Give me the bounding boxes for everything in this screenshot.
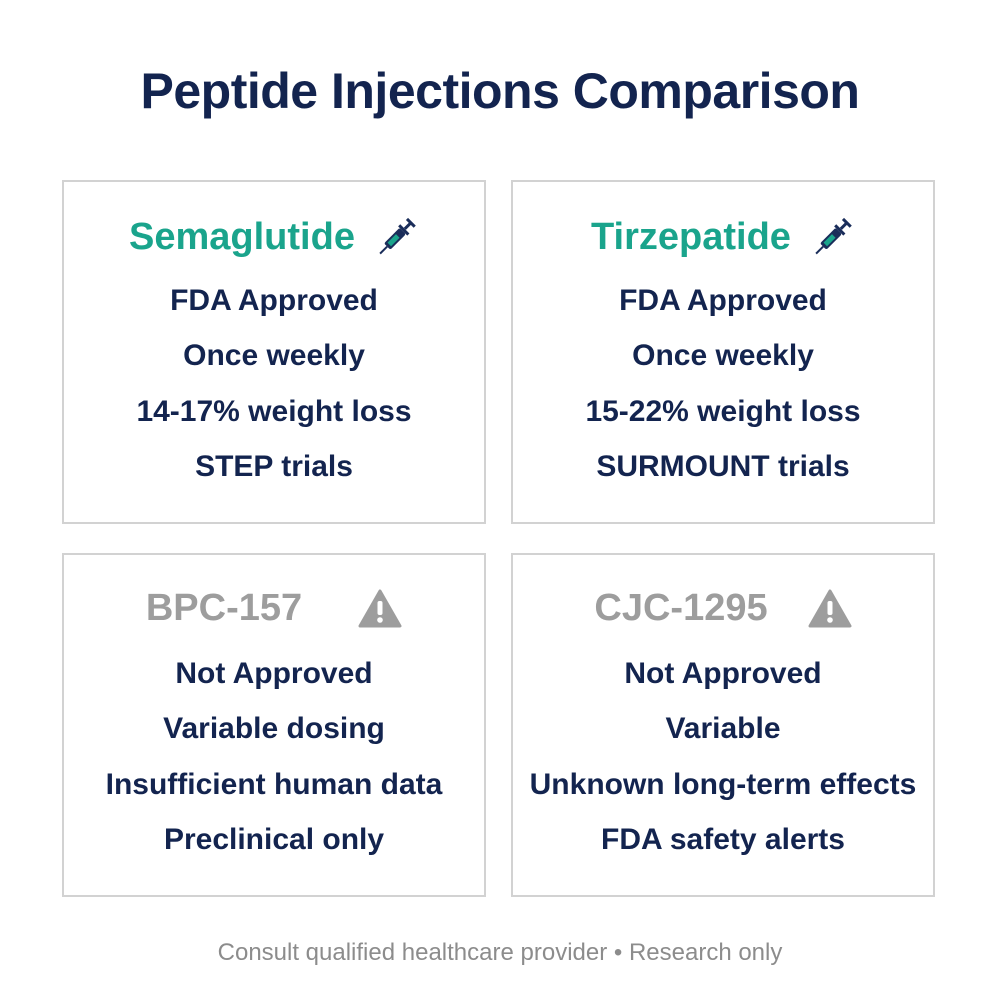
warning-icon	[358, 589, 402, 627]
syringe-icon	[815, 217, 852, 255]
card-line: Variable dosing	[163, 712, 385, 745]
card-header: CJC-1295	[513, 587, 933, 630]
card-line: STEP trials	[195, 450, 353, 483]
title: Peptide Injections Comparison	[140, 63, 860, 119]
card-name: Semaglutide	[129, 215, 355, 258]
card-header: BPC-157	[64, 587, 484, 630]
card-line: SURMOUNT trials	[596, 450, 850, 483]
card-line: FDA Approved	[619, 284, 827, 317]
warning-icon	[808, 589, 852, 627]
card-line: Once weekly	[632, 339, 814, 372]
card-line: Once weekly	[183, 339, 365, 372]
card-name: CJC-1295	[594, 587, 768, 629]
card-line: Not Approved	[624, 657, 822, 690]
card-line: Preclinical only	[163, 823, 385, 856]
card-line: FDA Approved	[170, 284, 378, 317]
card: BPC-157 Not Approved Variable dosing Ins…	[62, 553, 486, 897]
card-name: Tirzepatide	[591, 215, 791, 258]
card-line: Variable	[665, 712, 781, 745]
card: CJC-1295 Not Approved Variable Unknown l…	[511, 553, 935, 897]
card-name: BPC-157	[145, 587, 303, 629]
card-line: Not Approved	[175, 657, 373, 690]
card-header: Tirzepatide	[513, 214, 933, 260]
card-line: Unknown long-term effects	[529, 768, 917, 801]
card-header: Semaglutide	[64, 214, 484, 260]
card: Tirzepatide FDA Approved Once weekly 15-…	[511, 180, 935, 524]
card: Semaglutide FDA Approved Once weekly 14-…	[62, 180, 486, 524]
card-line: 15-22% weight loss	[585, 395, 861, 428]
card-line: Insufficient human data	[105, 768, 443, 801]
card-line: FDA safety alerts	[601, 823, 845, 856]
card-line: 14-17% weight loss	[136, 395, 412, 428]
syringe-icon	[379, 217, 416, 255]
footer-note: Consult qualified healthcare provider • …	[217, 939, 783, 966]
